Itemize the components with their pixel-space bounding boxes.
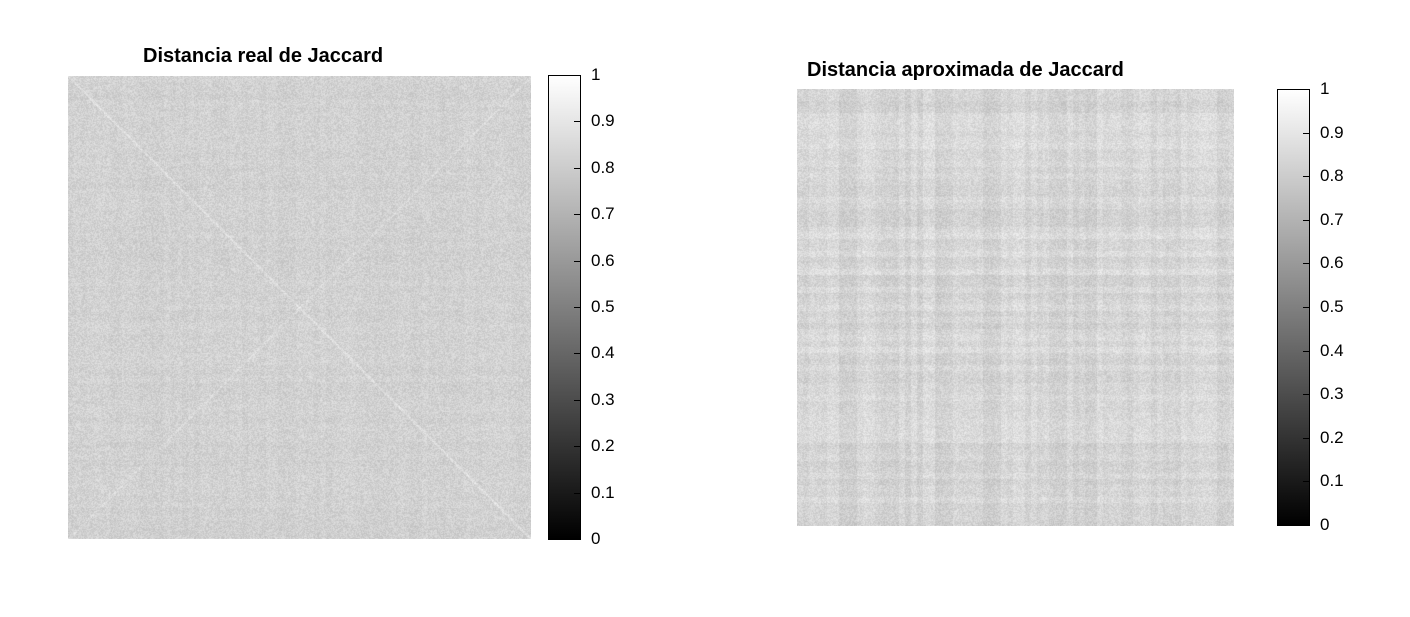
- colorbar-tick: [1303, 525, 1309, 526]
- colorbar-tick-label: 0.6: [1320, 253, 1344, 273]
- heatmap-real: [68, 76, 531, 539]
- colorbar-tick-label: 0.4: [591, 343, 615, 363]
- colorbar-tick-label: 0.5: [1320, 297, 1344, 316]
- colorbar-tick-label: 0.6: [591, 250, 615, 270]
- colorbar-tick: [574, 446, 580, 448]
- colorbar-tick: [574, 214, 580, 216]
- colorbar-tick-label: 0.8: [1320, 166, 1344, 186]
- colorbar-tick-label: 1: [1320, 79, 1330, 98]
- colorbar-ticks-real: 0 0.1 0.2 0.3 0.4 0.5 0.6 0.7 0.8 0.9 1: [574, 65, 641, 548]
- colorbar-tick: [574, 353, 580, 355]
- heatmap-canvas-real: [68, 76, 531, 539]
- colorbar-tick-label: 1: [591, 65, 601, 84]
- colorbar-tick: [574, 399, 580, 401]
- colorbar-tick: [1303, 219, 1309, 221]
- heatmap-aprox: [797, 89, 1234, 526]
- colorbar-tick-label: 0: [1320, 515, 1330, 534]
- colorbar-tick-label: 0.7: [1320, 209, 1344, 229]
- colorbar-tick: [1303, 132, 1309, 134]
- colorbar-tick: [574, 121, 580, 123]
- colorbar-tick: [1303, 263, 1309, 265]
- colorbar-tick-label: 0.9: [1320, 122, 1344, 142]
- colorbar-tick: [574, 539, 580, 540]
- colorbar-ticks-aprox: 0 0.1 0.2 0.3 0.4 0.5 0.6 0.7 0.8 0.9 1: [1303, 79, 1370, 534]
- colorbar-tick-label: 0.3: [1320, 384, 1344, 404]
- colorbar-tick-label: 0.1: [591, 482, 615, 502]
- colorbar-tick-label: 0.4: [1320, 340, 1344, 360]
- colorbar-tick-label: 0: [591, 529, 601, 548]
- colorbar-tick-label: 0.7: [591, 204, 615, 224]
- colorbar-tick-label: 0.3: [591, 389, 615, 409]
- colorbar-tick-label: 0.2: [1320, 427, 1344, 447]
- colorbar-tick-label: 0.1: [1320, 471, 1344, 491]
- heatmap-canvas-aprox: [797, 89, 1234, 526]
- colorbar-tick: [1303, 350, 1309, 352]
- colorbar-tick: [574, 260, 580, 262]
- colorbar-tick: [1303, 176, 1309, 178]
- heatmap-title-aprox: Distancia aproximada de Jaccard: [807, 59, 1124, 81]
- colorbar-tick-label: 0.8: [591, 157, 615, 177]
- heatmap-title-real: Distancia real de Jaccard: [143, 45, 384, 67]
- colorbar-tick: [1303, 89, 1309, 90]
- colorbar-tick: [574, 75, 580, 76]
- colorbar-tick-label: 0.5: [591, 297, 615, 316]
- colorbar-tick: [1303, 307, 1309, 308]
- colorbar-tick-label: 0.2: [591, 436, 615, 456]
- colorbar-tick: [574, 492, 580, 494]
- colorbar-tick-label: 0.9: [591, 111, 615, 131]
- colorbar-tick: [1303, 394, 1309, 396]
- colorbar-tick: [1303, 481, 1309, 483]
- colorbar-tick: [1303, 437, 1309, 439]
- colorbar-tick: [574, 307, 580, 308]
- colorbar-tick: [574, 167, 580, 169]
